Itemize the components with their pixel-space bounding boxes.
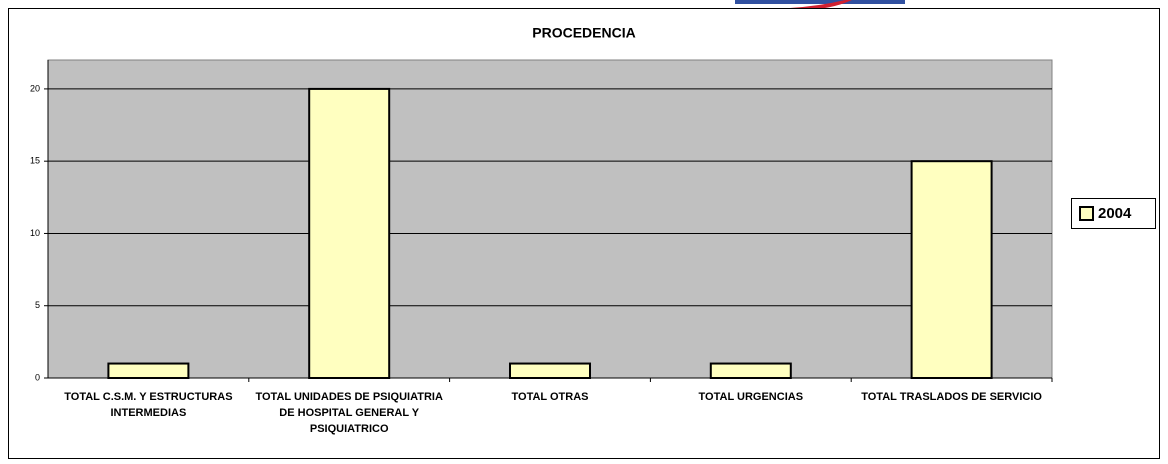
x-tick-label: TOTAL URGENCIAS — [699, 391, 804, 403]
logo-fragment — [790, 0, 852, 10]
x-tick-label: TOTAL TRASLADOS DE SERVICIO — [861, 391, 1042, 403]
logo-fragment — [735, 0, 905, 4]
bar — [308, 87, 391, 379]
label-line: TOTAL TRASLADOS DE SERVICIO — [861, 391, 1042, 403]
y-tick-label: 20 — [30, 83, 40, 93]
label-line: DE HOSPITAL GENERAL Y — [279, 407, 419, 419]
y-tick-label: 5 — [35, 300, 40, 310]
label-line: PSIQUIATRICO — [310, 423, 389, 435]
y-tick-label: 10 — [30, 228, 40, 238]
label-line: TOTAL OTRAS — [512, 391, 589, 403]
y-tick-label: 0 — [35, 372, 40, 382]
legend-label: 2004 — [1098, 205, 1132, 222]
label-line: TOTAL UNIDADES DE PSIQUIATRIA — [255, 391, 442, 403]
bar — [107, 362, 190, 379]
x-tick-label: TOTAL OTRAS — [512, 391, 589, 403]
bar — [509, 362, 591, 379]
bar — [709, 362, 792, 379]
chart-title: PROCEDENCIA — [532, 25, 635, 41]
bar — [910, 160, 993, 379]
y-tick-label: 15 — [30, 156, 40, 166]
label-line: INTERMEDIAS — [111, 407, 187, 419]
x-tick-label: TOTAL UNIDADES DE PSIQUIATRIA DE HOSPITAL… — [255, 391, 442, 435]
label-line: TOTAL URGENCIAS — [699, 391, 804, 403]
plot-area — [47, 59, 1053, 379]
legend-swatch — [1079, 206, 1094, 221]
label-line: TOTAL C.S.M. Y ESTRUCTURAS — [64, 391, 232, 403]
x-tick-label: TOTAL C.S.M. Y ESTRUCTURAS INTERMEDIAS — [64, 391, 232, 419]
